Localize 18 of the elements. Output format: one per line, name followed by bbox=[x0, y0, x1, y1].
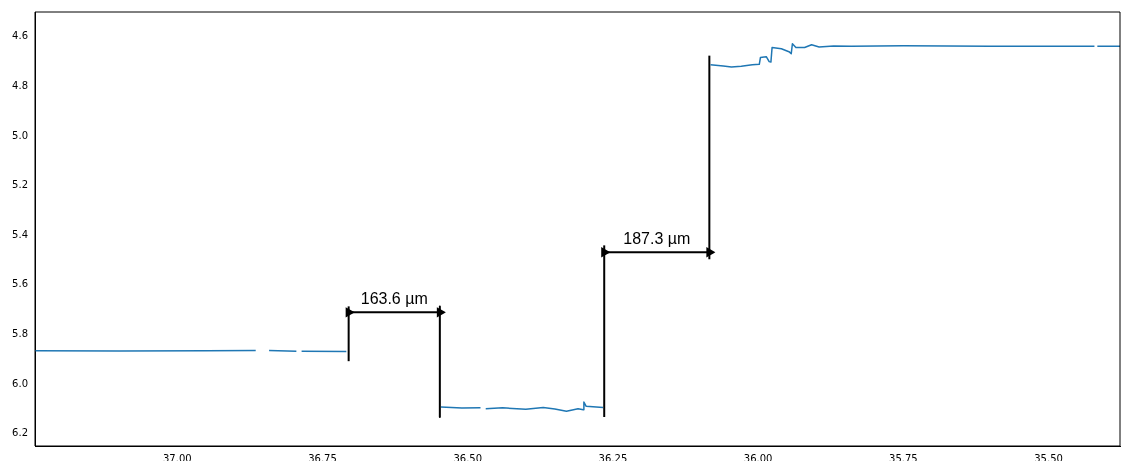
annotation: 163.6 µm bbox=[360, 289, 428, 307]
x-tick-label: 35.50 bbox=[1034, 452, 1063, 461]
x-tick-label: 36.25 bbox=[598, 452, 628, 461]
y-tick-label: 5.8 bbox=[12, 327, 28, 339]
y-tick-label: 5.0 bbox=[12, 129, 28, 141]
y-tick-label: 6.2 bbox=[12, 427, 28, 439]
y-tick-label: 5.2 bbox=[12, 179, 28, 191]
x-tick-label: 35.75 bbox=[889, 452, 918, 461]
x-tick-label: 36.50 bbox=[453, 452, 483, 461]
x-tick-label: 36.75 bbox=[308, 452, 337, 461]
y-tick-label: 6.0 bbox=[12, 377, 28, 389]
x-tick-label: 36.00 bbox=[743, 452, 773, 461]
x-tick-label: 37.00 bbox=[162, 452, 192, 461]
annotation: 187.3 µm bbox=[623, 229, 691, 247]
y-tick-label: 5.4 bbox=[12, 228, 28, 240]
y-tick-label: 5.6 bbox=[12, 278, 28, 290]
y-tick-label: 4.8 bbox=[12, 79, 28, 91]
y-tick-label: 4.6 bbox=[12, 30, 28, 42]
